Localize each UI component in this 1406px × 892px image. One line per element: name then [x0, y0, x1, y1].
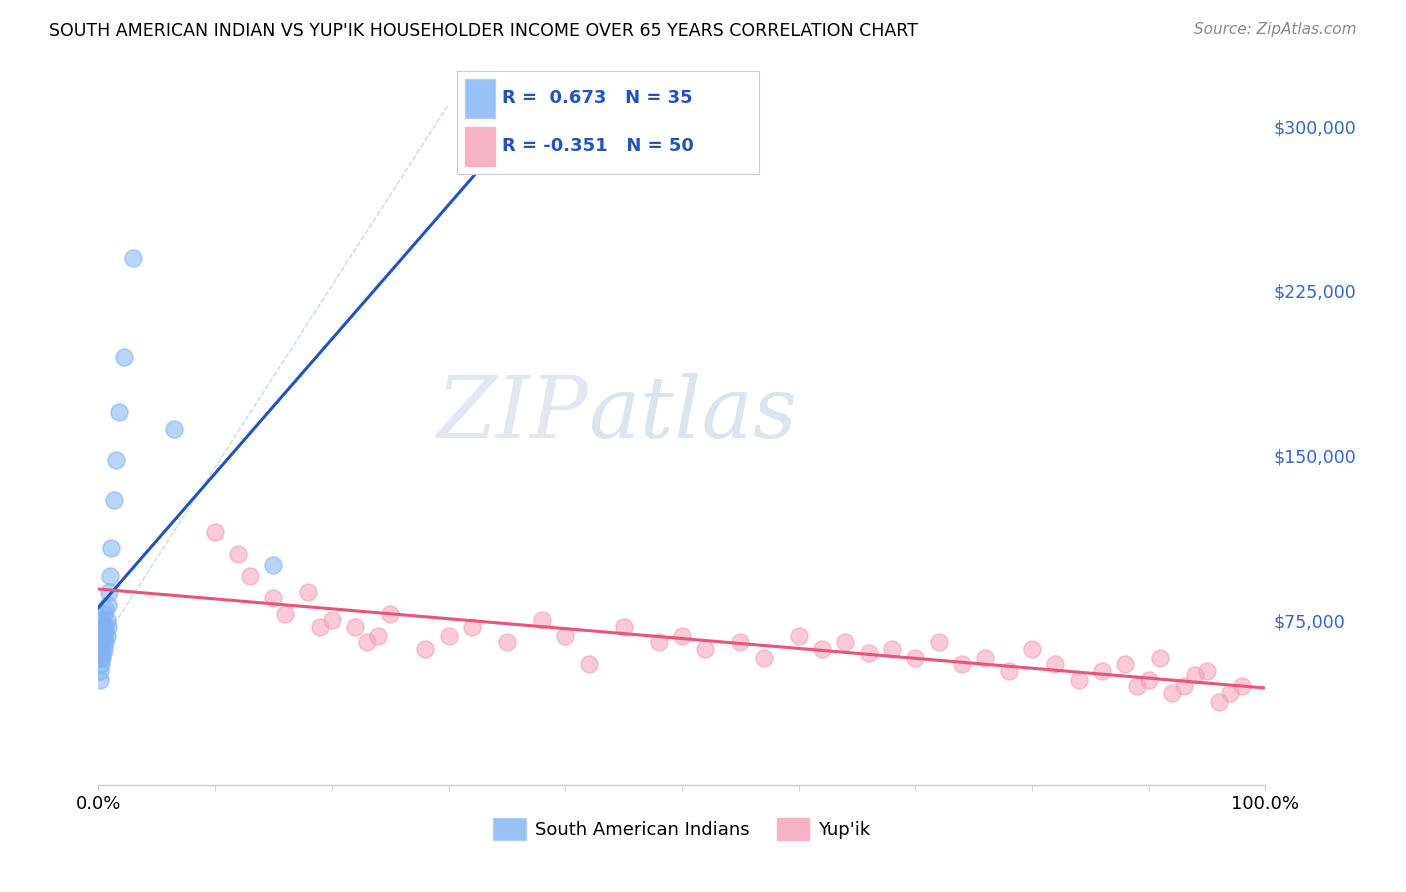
- Point: [90, 637, 112, 651]
- Point: [163, 422, 186, 436]
- Point: [1208, 694, 1230, 708]
- Point: [90, 624, 112, 639]
- Point: [122, 251, 145, 265]
- Point: [1045, 657, 1067, 672]
- Point: [880, 641, 903, 656]
- Point: [262, 558, 284, 573]
- Point: [93, 641, 115, 656]
- Point: [530, 613, 553, 627]
- Point: [94, 620, 117, 634]
- Point: [228, 548, 250, 562]
- Point: [356, 635, 378, 649]
- Point: [90, 657, 112, 672]
- Point: [89, 664, 111, 678]
- Point: [321, 613, 343, 627]
- Point: [367, 629, 389, 643]
- Point: [91, 635, 114, 649]
- Point: [98, 569, 121, 583]
- Point: [1149, 650, 1171, 665]
- Point: [950, 657, 973, 672]
- Point: [752, 650, 775, 665]
- Point: [309, 620, 332, 634]
- Point: [204, 525, 226, 540]
- Point: [94, 602, 117, 616]
- Text: R =  0.673   N = 35: R = 0.673 N = 35: [502, 89, 693, 107]
- Text: atlas: atlas: [589, 373, 797, 455]
- Point: [787, 629, 810, 643]
- Point: [437, 629, 460, 643]
- Text: Source: ZipAtlas.com: Source: ZipAtlas.com: [1194, 22, 1357, 37]
- Point: [344, 620, 367, 634]
- Point: [274, 607, 297, 621]
- Point: [262, 591, 284, 606]
- Point: [811, 641, 834, 656]
- Point: [89, 641, 111, 656]
- Point: [1195, 664, 1218, 678]
- Point: [647, 635, 669, 649]
- Point: [112, 350, 135, 364]
- Point: [974, 650, 997, 665]
- Point: [93, 629, 115, 643]
- Point: [461, 620, 484, 634]
- Bar: [464, 127, 495, 166]
- Point: [104, 453, 127, 467]
- Point: [834, 635, 856, 649]
- Point: [1137, 673, 1160, 687]
- Point: [1114, 657, 1136, 672]
- Text: R = -0.351   N = 50: R = -0.351 N = 50: [502, 137, 695, 155]
- Point: [1230, 679, 1253, 693]
- Point: [730, 635, 752, 649]
- Point: [496, 635, 519, 649]
- Point: [997, 664, 1019, 678]
- Text: SOUTH AMERICAN INDIAN VS YUP'IK HOUSEHOLDER INCOME OVER 65 YEARS CORRELATION CHA: SOUTH AMERICAN INDIAN VS YUP'IK HOUSEHOL…: [49, 22, 918, 40]
- Point: [90, 646, 112, 660]
- Point: [858, 646, 880, 660]
- Point: [103, 492, 125, 507]
- Point: [90, 620, 112, 634]
- Point: [904, 650, 927, 665]
- Point: [613, 620, 636, 634]
- Point: [100, 541, 122, 555]
- Point: [1091, 664, 1114, 678]
- Point: [96, 613, 118, 627]
- Point: [90, 629, 112, 643]
- Text: ZIP: ZIP: [437, 373, 589, 455]
- Point: [94, 635, 117, 649]
- Point: [91, 620, 114, 634]
- Point: [380, 607, 402, 621]
- Point: [91, 646, 114, 660]
- Point: [297, 584, 319, 599]
- Point: [1021, 641, 1043, 656]
- Point: [97, 584, 120, 599]
- Point: [1161, 686, 1184, 700]
- Point: [97, 598, 120, 612]
- Point: [89, 650, 111, 665]
- Point: [1173, 679, 1195, 693]
- Point: [695, 641, 717, 656]
- Point: [97, 620, 120, 634]
- Point: [90, 613, 112, 627]
- Point: [90, 650, 112, 665]
- Point: [1184, 668, 1206, 682]
- Point: [239, 569, 262, 583]
- Point: [93, 607, 115, 621]
- Bar: [464, 78, 495, 118]
- Legend: South American Indians, Yup'ik: South American Indians, Yup'ik: [486, 811, 877, 847]
- Point: [413, 641, 436, 656]
- Point: [96, 629, 118, 643]
- Point: [928, 635, 950, 649]
- Point: [89, 673, 111, 687]
- Point: [578, 657, 600, 672]
- Point: [554, 629, 576, 643]
- Point: [1219, 686, 1241, 700]
- Point: [1067, 673, 1090, 687]
- Point: [108, 405, 131, 419]
- Point: [1126, 679, 1149, 693]
- Point: [671, 629, 693, 643]
